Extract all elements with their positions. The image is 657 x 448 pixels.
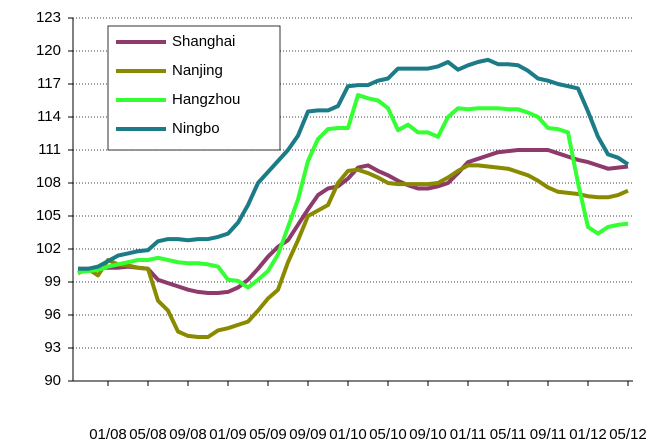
y-tick-label: 93 xyxy=(44,339,61,356)
x-tick-label: 05/09 xyxy=(249,426,287,443)
y-tick-label: 117 xyxy=(37,75,61,92)
series-line xyxy=(77,163,629,339)
y-tick-label: 105 xyxy=(36,207,61,224)
series-line xyxy=(78,57,630,271)
y-tick-label: 96 xyxy=(44,306,61,323)
x-tick-label: 05/12 xyxy=(609,426,647,443)
series-line xyxy=(77,93,629,290)
y-tick-label: 120 xyxy=(36,42,61,59)
x-tick-label: 09/10 xyxy=(409,426,447,443)
x-tick-label: 05/11 xyxy=(490,426,526,443)
y-tick-label: 114 xyxy=(37,108,61,125)
y-tick-label: 111 xyxy=(38,141,61,158)
x-tick-label: 05/10 xyxy=(369,426,407,443)
y-tick-label: 123 xyxy=(36,9,61,26)
x-tick-label: 09/08 xyxy=(169,426,207,443)
x-tick-label: 09/09 xyxy=(289,426,327,443)
legend-label: Nanjing xyxy=(172,62,223,79)
x-tick-label: 09/11 xyxy=(530,426,566,443)
legend-label: Ningbo xyxy=(172,120,220,137)
y-tick-label: 108 xyxy=(36,174,61,191)
x-tick-label: 05/08 xyxy=(129,426,167,443)
x-tick-label: 01/08 xyxy=(89,426,127,443)
x-tick-label: 01/09 xyxy=(209,426,247,443)
y-tick-label: 99 xyxy=(44,273,61,290)
x-tick-label: 01/10 xyxy=(329,426,367,443)
legend-label: Hangzhou xyxy=(172,91,240,108)
x-tick-label: 01/11 xyxy=(450,426,486,443)
y-tick-label: 90 xyxy=(44,372,61,389)
x-tick-label: 01/12 xyxy=(569,426,607,443)
series-line xyxy=(78,148,629,295)
legend-label: Shanghai xyxy=(172,33,235,50)
y-tick-label: 102 xyxy=(36,240,61,257)
